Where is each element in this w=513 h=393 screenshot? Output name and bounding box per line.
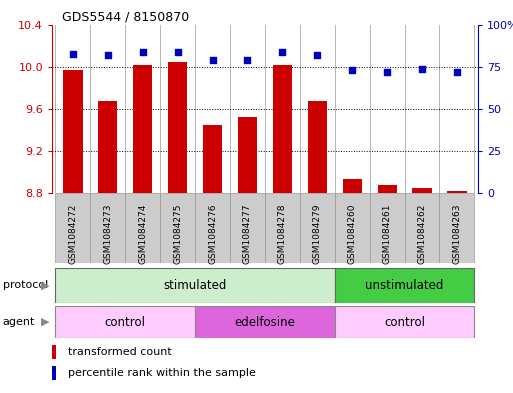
- Bar: [265, 193, 300, 263]
- Text: GSM1084260: GSM1084260: [348, 204, 357, 264]
- Point: [243, 57, 251, 63]
- Bar: [52, 366, 56, 380]
- Bar: [160, 193, 195, 263]
- Text: GSM1084262: GSM1084262: [418, 204, 426, 264]
- Bar: [412, 188, 431, 393]
- Bar: [55, 193, 90, 263]
- Bar: [335, 268, 475, 303]
- Point: [173, 49, 182, 55]
- Text: GSM1084273: GSM1084273: [103, 204, 112, 264]
- Bar: [300, 193, 335, 263]
- Bar: [125, 193, 160, 263]
- Bar: [55, 306, 195, 338]
- Text: percentile rank within the sample: percentile rank within the sample: [68, 368, 256, 378]
- Bar: [195, 306, 335, 338]
- Point: [453, 69, 461, 75]
- Bar: [405, 193, 440, 263]
- Point: [348, 67, 357, 73]
- Point: [383, 69, 391, 75]
- Bar: [55, 268, 335, 303]
- Bar: [335, 193, 370, 263]
- Bar: [273, 65, 292, 393]
- Point: [104, 52, 112, 59]
- Text: stimulated: stimulated: [164, 279, 227, 292]
- Point: [208, 57, 216, 63]
- Bar: [203, 125, 222, 393]
- Text: protocol: protocol: [3, 281, 48, 290]
- Text: GSM1084263: GSM1084263: [452, 204, 461, 264]
- Bar: [63, 70, 83, 393]
- Text: GSM1084261: GSM1084261: [383, 204, 391, 264]
- Bar: [90, 193, 125, 263]
- Point: [278, 49, 286, 55]
- Bar: [238, 118, 257, 393]
- Text: GSM1084272: GSM1084272: [68, 204, 77, 264]
- Bar: [378, 185, 397, 393]
- Bar: [335, 306, 475, 338]
- Bar: [440, 193, 475, 263]
- Bar: [98, 101, 117, 393]
- Bar: [370, 193, 405, 263]
- Text: GSM1084278: GSM1084278: [278, 204, 287, 264]
- Text: GSM1084275: GSM1084275: [173, 204, 182, 264]
- Point: [418, 66, 426, 72]
- Text: transformed count: transformed count: [68, 347, 172, 357]
- Text: agent: agent: [3, 317, 35, 327]
- Bar: [195, 193, 230, 263]
- Text: GDS5544 / 8150870: GDS5544 / 8150870: [62, 10, 189, 23]
- Point: [69, 50, 77, 57]
- Text: ▶: ▶: [41, 317, 49, 327]
- Bar: [52, 345, 56, 359]
- Bar: [230, 193, 265, 263]
- Text: GSM1084279: GSM1084279: [313, 204, 322, 264]
- Text: edelfosine: edelfosine: [234, 316, 295, 329]
- Text: control: control: [384, 316, 425, 329]
- Text: GSM1084274: GSM1084274: [139, 204, 147, 264]
- Point: [313, 52, 322, 59]
- Bar: [308, 101, 327, 393]
- Bar: [168, 62, 187, 393]
- Bar: [343, 179, 362, 393]
- Point: [139, 49, 147, 55]
- Text: control: control: [105, 316, 146, 329]
- Text: unstimulated: unstimulated: [365, 279, 444, 292]
- Text: GSM1084277: GSM1084277: [243, 204, 252, 264]
- Text: GSM1084276: GSM1084276: [208, 204, 217, 264]
- Bar: [133, 65, 152, 393]
- Bar: [447, 191, 466, 393]
- Text: ▶: ▶: [41, 281, 49, 290]
